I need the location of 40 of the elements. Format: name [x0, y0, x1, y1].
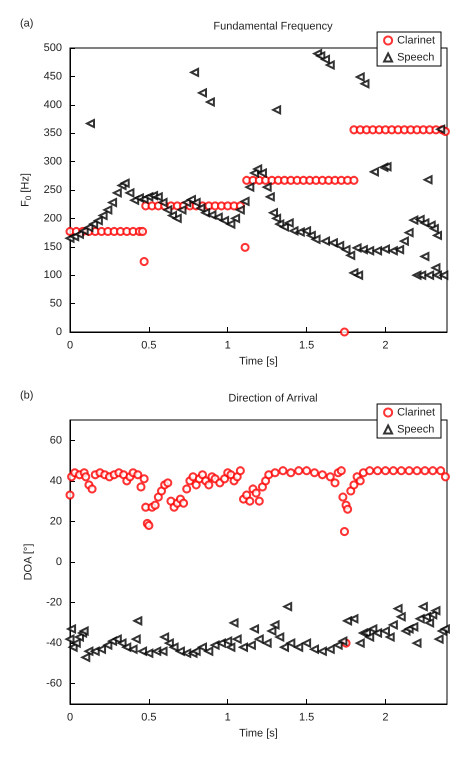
y-tick-label: 100 [44, 269, 62, 282]
x-axis-title: Time [s] [239, 727, 278, 740]
legend-label: Clarinet [397, 34, 435, 46]
y-tick-label: 500 [44, 42, 62, 54]
y-tick-label: 400 [44, 98, 62, 111]
x-tick-label: 1.5 [298, 340, 314, 352]
x-tick-label: 1.5 [298, 712, 314, 724]
y-tick-label: 50 [50, 298, 62, 310]
y-tick-label: -20 [46, 596, 62, 609]
x-tick-label: 0 [66, 340, 74, 352]
y-tick-label: -60 [46, 678, 62, 690]
x-tick-label: 0.5 [141, 712, 157, 724]
x-tick-label: 1 [224, 712, 231, 724]
y-tick-label: 150 [44, 240, 62, 253]
y-tick-label: 0 [56, 326, 62, 338]
chart-title: Fundamental Frequency [213, 20, 334, 32]
y-tick-label: 20 [50, 515, 62, 528]
chart-title: Direction of Arrival [228, 392, 318, 404]
legend-label: Speech [397, 52, 434, 64]
y-tick-label: 200 [44, 212, 62, 224]
legend-label: Speech [397, 424, 434, 436]
x-tick-label: 2 [382, 340, 389, 352]
text: (a) [20, 18, 34, 30]
y-tick-label: 0 [56, 556, 62, 568]
text: (b) [20, 390, 34, 402]
y-tick-label: 450 [44, 70, 62, 82]
y-axis-title: DOA [°] [22, 544, 34, 580]
y-tick-label: 350 [44, 127, 62, 140]
y-tick-label: 300 [44, 156, 62, 168]
y-axis-title: F0 [Hz] [20, 173, 34, 207]
x-axis-title: Time [s] [239, 355, 278, 368]
y-tick-label: 60 [50, 434, 62, 446]
legend-label: Clarinet [397, 406, 435, 418]
y-tick-label: -40 [46, 637, 62, 650]
x-tick-label: 2 [382, 712, 389, 724]
x-tick-label: 0.5 [141, 340, 157, 352]
x-tick-label: 1 [224, 340, 231, 352]
y-tick-label: 40 [50, 474, 62, 487]
y-tick-label: 250 [44, 184, 62, 196]
x-tick-label: 0 [66, 712, 74, 724]
